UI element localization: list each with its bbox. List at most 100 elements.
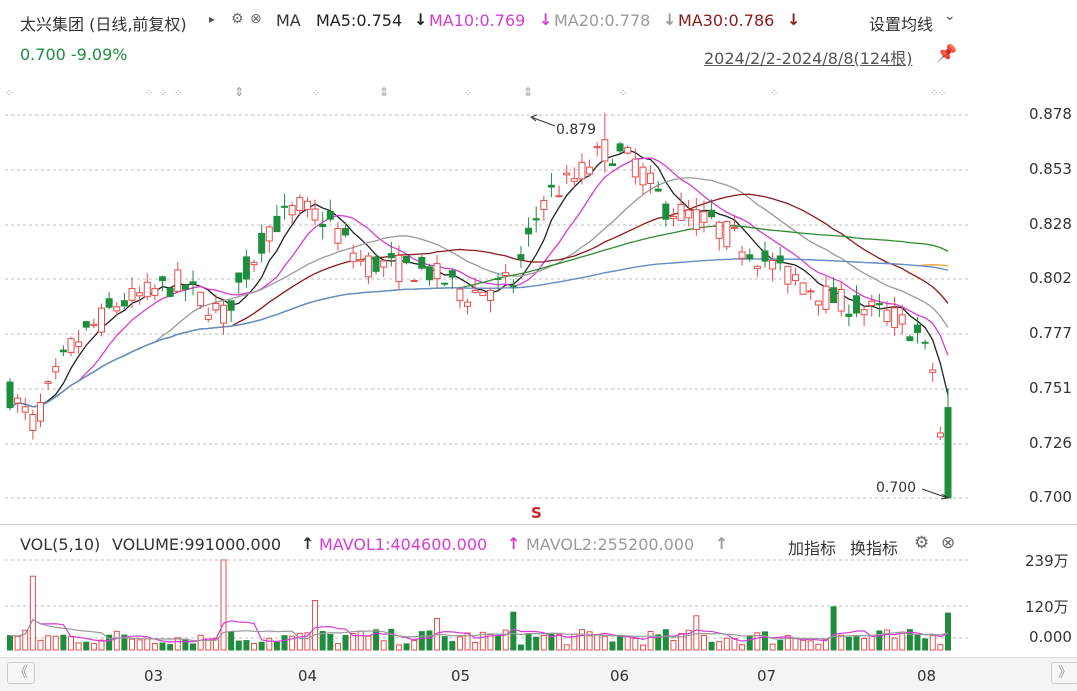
event-dot-icon: ⁘: [464, 88, 472, 99]
volume-bar: [472, 641, 479, 651]
add-indicator-button[interactable]: 加指标: [788, 539, 837, 558]
date-range[interactable]: 2024/2/2-2024/8/8(124根): [704, 49, 913, 68]
candle-body: [517, 254, 525, 261]
ma-settings-button[interactable]: 设置均线: [869, 15, 934, 34]
candle-body: [326, 210, 334, 220]
volume-bar: [327, 633, 334, 651]
event-dot-icon: ⁘: [312, 88, 320, 99]
mavol1-arrow-icon: ↑: [507, 534, 521, 553]
low-price-arrow-icon: [921, 488, 950, 500]
candle-body: [410, 280, 418, 283]
volume-bar: [98, 639, 105, 651]
volume-bar: [609, 641, 616, 651]
month-label: 04: [298, 667, 318, 685]
volume-bar: [121, 634, 128, 651]
volume-bar: [334, 643, 341, 651]
candle-body: [769, 259, 777, 270]
volume-bar: [777, 640, 784, 651]
volume-bar: [807, 640, 814, 651]
candle-body: [189, 281, 197, 285]
candle-body: [44, 381, 52, 384]
volume-bar: [945, 612, 951, 651]
scroll-left-button[interactable]: 《: [7, 662, 35, 684]
price-axis-label: 0.751: [1029, 379, 1072, 397]
volume-chart[interactable]: [0, 555, 1077, 655]
switch-indicator-button[interactable]: 换指标: [850, 539, 899, 558]
candle-body: [837, 288, 845, 312]
volume-bar: [289, 635, 296, 651]
volume-bar: [251, 643, 258, 651]
volume-bar: [426, 630, 433, 651]
gear-icon[interactable]: ⚙: [231, 11, 244, 27]
candle-body: [486, 289, 494, 302]
candle-body: [204, 314, 212, 320]
volume-bar: [563, 644, 570, 651]
candle-body: [6, 381, 14, 409]
volume-bar: [182, 638, 189, 651]
candle-body: [898, 314, 906, 325]
close-icon[interactable]: ⊗: [941, 533, 956, 553]
volume-bar: [647, 631, 654, 651]
volume-bar: [136, 639, 143, 651]
candle-body: [761, 250, 769, 262]
candle-body: [456, 288, 464, 302]
candle-body: [708, 209, 716, 218]
candle-body: [334, 228, 342, 244]
volume-bar: [45, 635, 52, 651]
volume-bar: [220, 559, 227, 651]
close-icon[interactable]: ⊗: [250, 11, 262, 27]
candle-body: [357, 259, 365, 262]
candle-body: [601, 139, 609, 162]
volume-axis-label: 120万: [1025, 598, 1069, 616]
candle-body: [159, 276, 167, 282]
ma30-arrow-icon: ↓: [787, 10, 801, 29]
candle-body: [570, 178, 578, 182]
candle-body: [662, 203, 670, 220]
event-markers: ⁘ ⁘ ⁘ ⁘ ⁘ ⁘ ⁘ ⁘ ⁘ ⁘⇕ ⇕ ⇕: [5, 85, 946, 99]
vol-title: VOL(5,10): [20, 535, 101, 554]
candle-body: [540, 199, 548, 210]
volume-bar: [624, 635, 631, 651]
candle-body: [464, 301, 472, 307]
ma-line: [9, 157, 949, 409]
stock-title[interactable]: 太兴集团 (日线,前复权): [20, 15, 187, 34]
candle-body: [738, 251, 746, 259]
candle-body: [929, 369, 937, 373]
volume-bar: [708, 641, 715, 651]
scroll-right-button[interactable]: 》: [1051, 662, 1077, 684]
volume-bar: [731, 637, 738, 651]
volume-bar: [891, 637, 898, 651]
volume-bar: [639, 644, 646, 651]
volume-axis-label: 0.000: [1029, 628, 1072, 646]
volume-bar: [174, 637, 181, 651]
candle-body: [220, 304, 228, 324]
candlestick-chart[interactable]: ⁘ ⁘ ⁘ ⁘ ⁘ ⁘ ⁘ ⁘ ⁘ ⁘⇕ ⇕ ⇕: [0, 80, 1077, 525]
volume-bar: [228, 631, 235, 651]
candle-body: [608, 163, 616, 167]
candle-body: [52, 366, 60, 373]
month-label: 03: [144, 667, 164, 685]
volume-bar: [60, 634, 67, 651]
gear-icon[interactable]: ⚙: [914, 533, 930, 553]
volume-bar: [479, 631, 486, 651]
volume-bar: [380, 640, 387, 651]
volume-bar: [838, 634, 845, 651]
volume-bars: [7, 559, 951, 651]
candle-body: [105, 298, 113, 308]
sell-signal-icon[interactable]: S: [531, 504, 542, 522]
candle-body: [395, 254, 403, 283]
candle-body: [120, 300, 128, 307]
candle-body: [669, 215, 677, 219]
chevron-down-icon[interactable]: ⌄: [944, 8, 956, 24]
price-axis-label: 0.726: [1029, 434, 1072, 452]
play-icon[interactable]: ▸: [209, 12, 216, 26]
volume-ma-lines: [9, 618, 949, 643]
volume-bar: [693, 615, 700, 651]
volume-bar: [456, 636, 463, 651]
volume-bar: [556, 633, 563, 651]
volume-bar: [594, 633, 601, 651]
volume-bar: [167, 644, 174, 651]
candle-body: [913, 324, 921, 333]
pin-icon[interactable]: 📌: [936, 44, 958, 64]
candle-body: [814, 300, 822, 306]
